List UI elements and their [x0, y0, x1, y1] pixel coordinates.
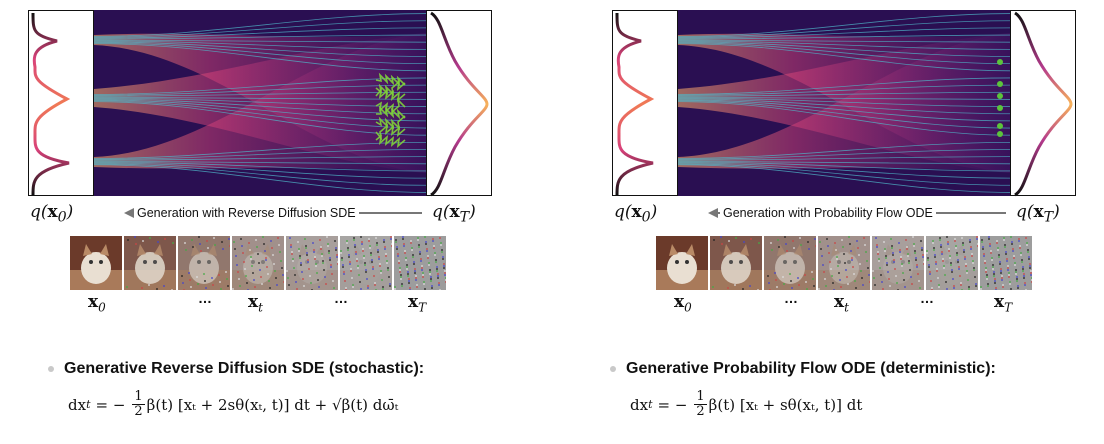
seq-ellipsis-2: … [920, 290, 934, 306]
ode-panel: q(x0) q(xT) Generation with Probability … [552, 0, 1104, 444]
noisy-image-thumbnail [656, 236, 708, 290]
bullet-text: Generative Probability Flow ODE (determi… [626, 360, 996, 377]
noisy-image-thumbnail [926, 236, 978, 290]
arrow-label: Generation with Reverse Diffusion SDE [134, 206, 359, 220]
noisy-image-thumbnail [394, 236, 446, 290]
noisy-image-thumbnail [710, 236, 762, 290]
cat-image [980, 236, 1032, 290]
prior-gaussian-curve [1014, 11, 1073, 197]
seq-label-xT: xT [408, 292, 427, 315]
cat-image [926, 236, 978, 290]
noisy-image-thumbnail [980, 236, 1032, 290]
data-density-curve [615, 12, 655, 196]
cat-image [818, 236, 870, 290]
noisy-image-thumbnail [232, 236, 284, 290]
noisy-image-thumbnail [764, 236, 816, 290]
seq-ellipsis-1: … [784, 290, 798, 306]
cat-image [70, 236, 122, 290]
seq-label-xt: xt [834, 292, 849, 315]
cat-image [394, 236, 446, 290]
data-density-curve [31, 12, 71, 196]
noisy-image-thumbnail [70, 236, 122, 290]
cat-image [340, 236, 392, 290]
cat-image [178, 236, 230, 290]
sde-bullet: Generative Reverse Diffusion SDE (stocha… [48, 360, 424, 378]
noisy-image-thumbnail [340, 236, 392, 290]
cat-image [286, 236, 338, 290]
cat-image [232, 236, 284, 290]
seq-label-xt: xt [248, 292, 263, 315]
cat-image [764, 236, 816, 290]
bullet-icon [48, 366, 54, 372]
sde-panel: q(x0) q(xT) Generation with Reverse Diff… [28, 10, 492, 419]
cat-image [710, 236, 762, 290]
prior-distribution-label: q(xT) [1016, 202, 1060, 226]
data-distribution-plot [612, 10, 678, 196]
data-distribution-label: q(x0) [614, 202, 658, 226]
reverse-sde-flow-field [94, 10, 426, 196]
seq-label-x0: x0 [674, 292, 692, 315]
seq-ellipsis-2: … [334, 290, 348, 306]
prior-distribution-plot [1010, 10, 1076, 197]
seq-ellipsis-1: … [198, 290, 212, 306]
noisy-image-thumbnail [178, 236, 230, 290]
probability-flow-field [678, 10, 1010, 196]
seq-label-xT: xT [994, 292, 1013, 315]
prior-distribution-plot [426, 10, 492, 197]
prior-distribution-label: q(xT) [432, 202, 476, 226]
noisy-image-thumbnail [124, 236, 176, 290]
ode-bullet: Generative Probability Flow ODE (determi… [610, 360, 996, 378]
flow-streamlines [678, 13, 1010, 193]
noisy-image-thumbnail [872, 236, 924, 290]
cat-image [872, 236, 924, 290]
cat-image [124, 236, 176, 290]
seq-label-x0: x0 [88, 292, 106, 315]
data-distribution-label: q(x0) [30, 202, 74, 226]
image-sequence [70, 236, 446, 290]
flow-streamlines [94, 13, 426, 193]
data-distribution-plot [28, 10, 94, 196]
arrow-label: Generation with Probability Flow ODE [720, 206, 936, 220]
cat-image [656, 236, 708, 290]
prior-gaussian-curve [430, 11, 489, 197]
image-sequence [656, 236, 1032, 290]
bullet-text: Generative Reverse Diffusion SDE (stocha… [64, 360, 425, 377]
noisy-image-thumbnail [818, 236, 870, 290]
noisy-image-thumbnail [286, 236, 338, 290]
bullet-icon [610, 366, 616, 372]
